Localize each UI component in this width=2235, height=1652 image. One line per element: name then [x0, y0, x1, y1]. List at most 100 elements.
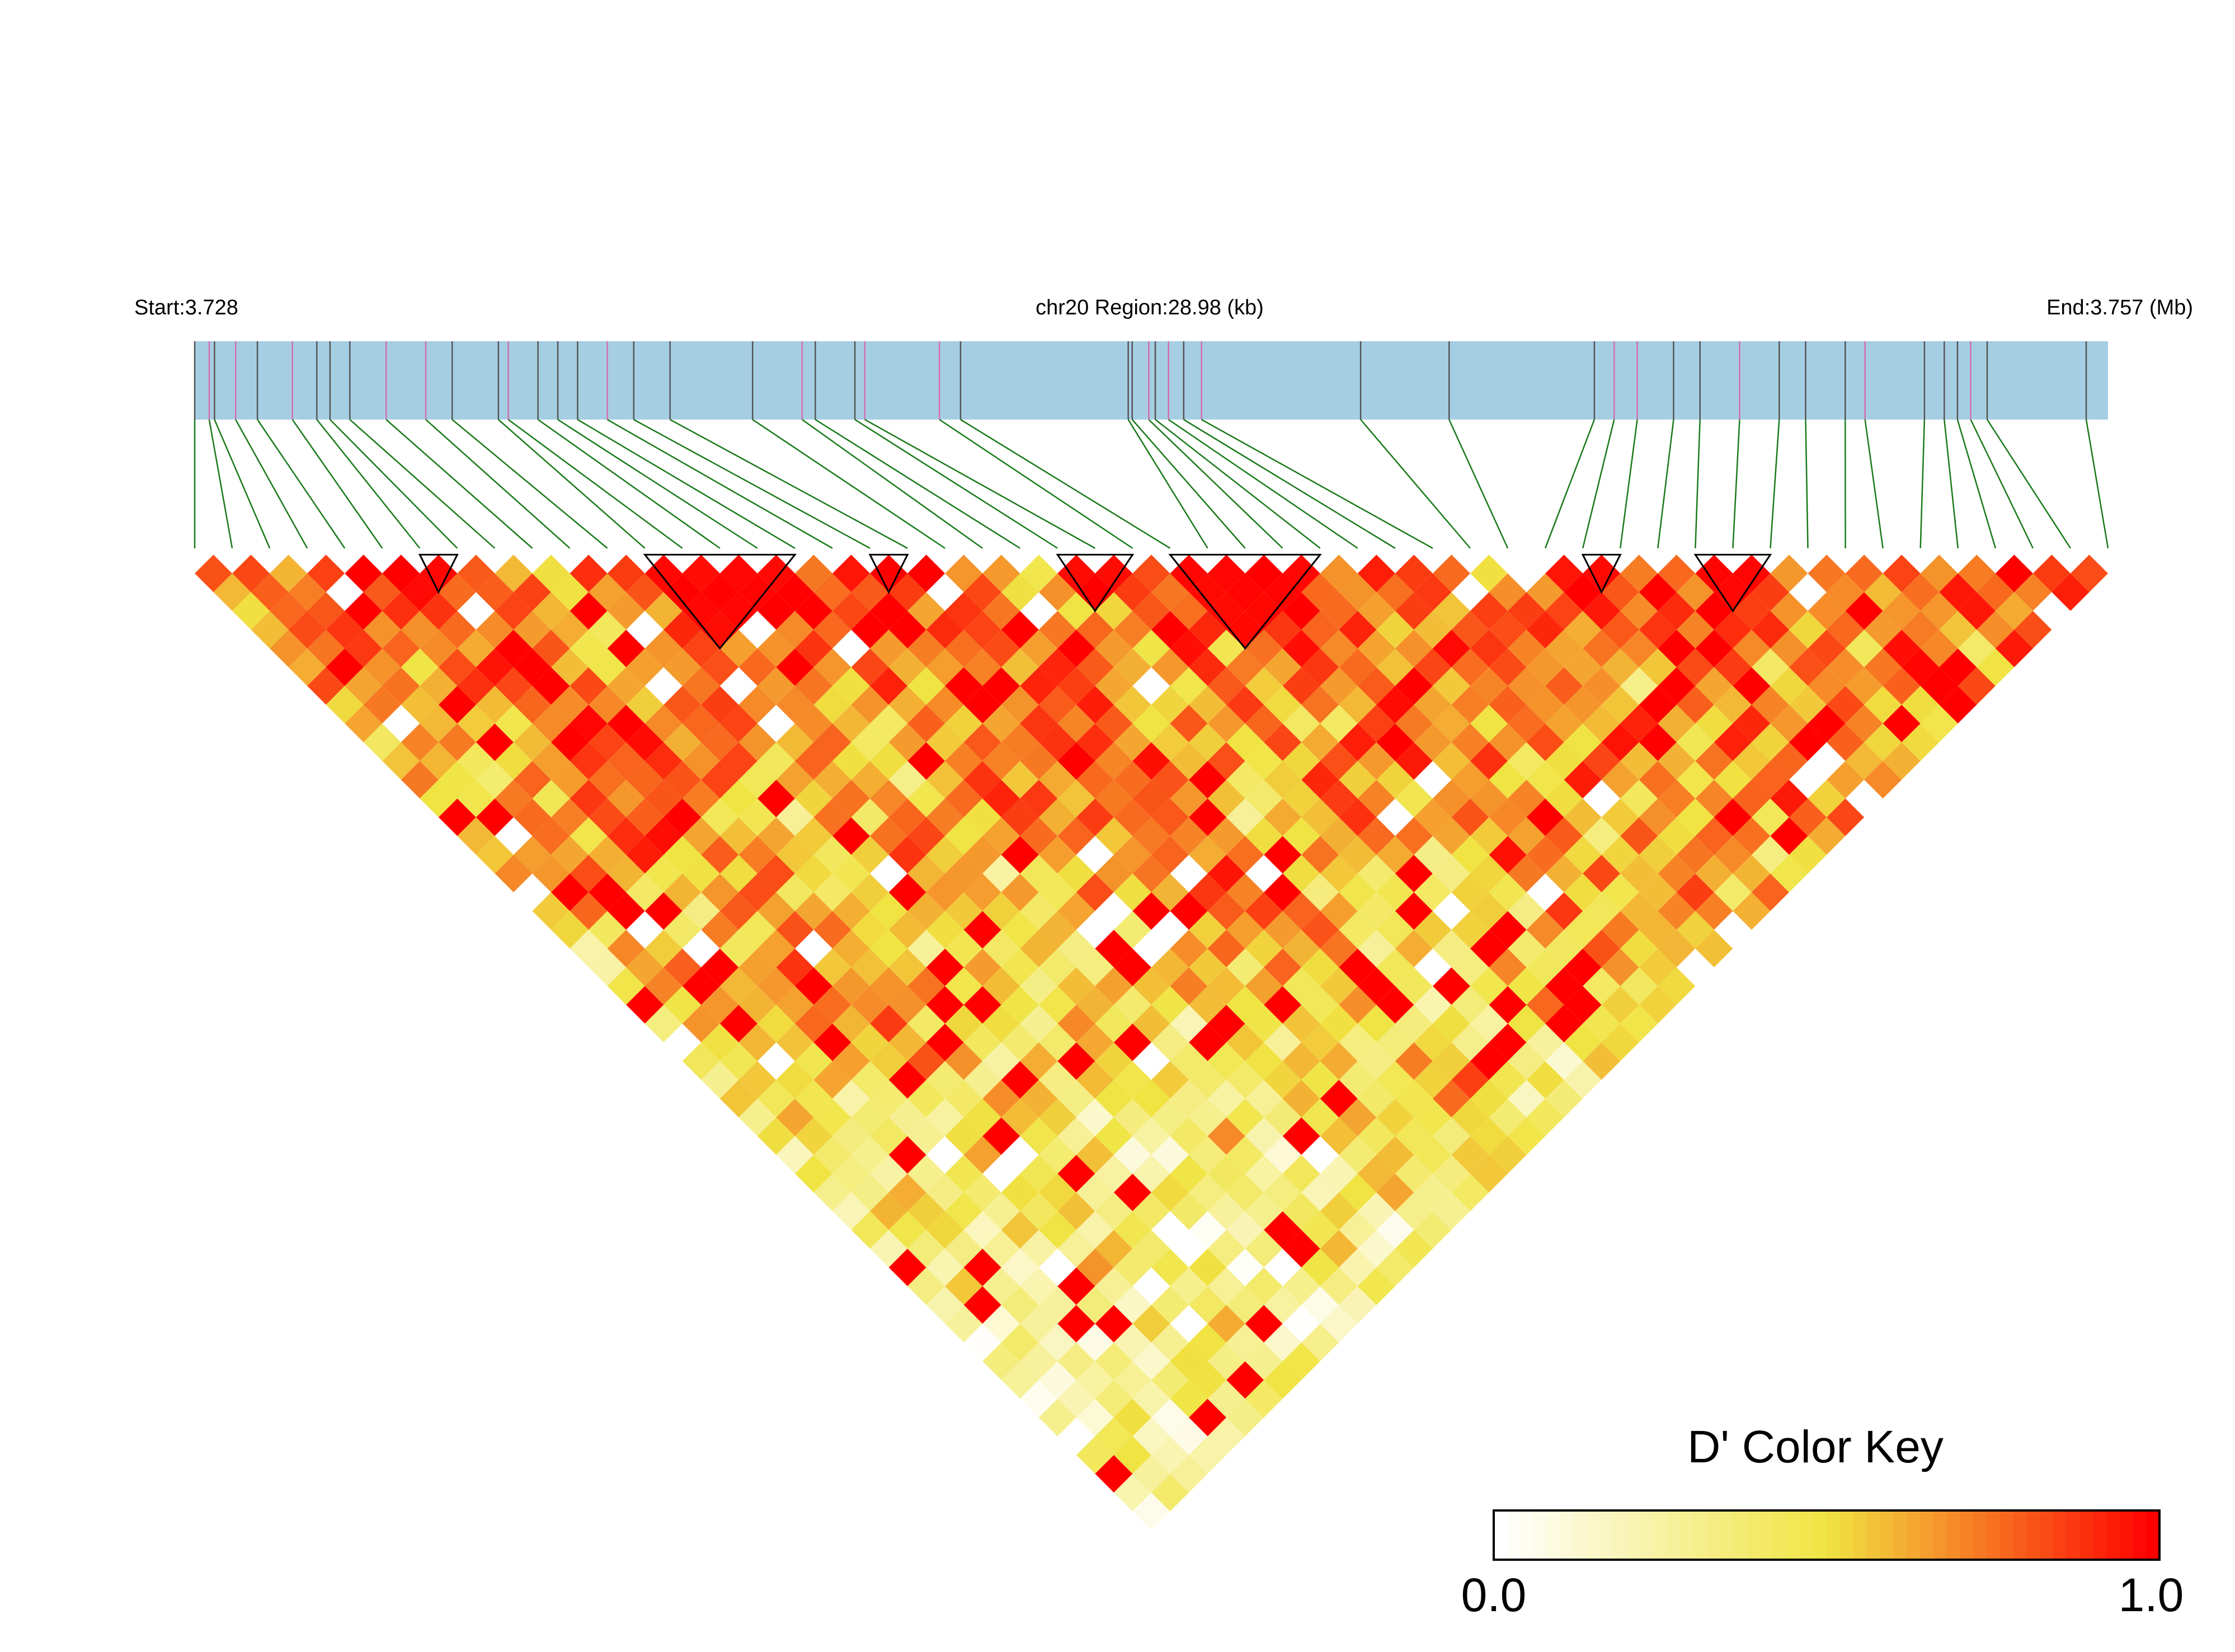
ld-cell-7-26	[757, 892, 795, 930]
ld-cell-6-50	[1189, 1361, 1227, 1399]
ld-cell-13-15	[664, 573, 702, 611]
ld-cell-13-24	[832, 742, 871, 780]
ld-cell-25-42	[1395, 854, 1433, 892]
ld-cell-38-49	[1770, 742, 1808, 780]
ld-cell-26-39	[1357, 779, 1395, 817]
color-key-step-20	[1747, 1510, 1761, 1560]
ld-cell-5-32	[832, 1042, 871, 1080]
ld-cell-42-43	[1733, 554, 1771, 592]
ld-cell-45-49	[1902, 611, 1940, 649]
ld-cell-26-32	[1226, 648, 1264, 686]
ld-cell-34-35	[1432, 554, 1470, 592]
ld-cell-14-25	[870, 742, 908, 780]
ld-cell-3-17	[514, 798, 552, 836]
snp-connector-10	[385, 419, 533, 549]
ld-cell-29-34	[1320, 629, 1358, 667]
ld-cell-19-35	[1151, 836, 1189, 874]
ld-cell-24-48	[1489, 986, 1527, 1024]
ld-cell-4-43	[1020, 1267, 1058, 1305]
ld-cell-7-8	[420, 554, 458, 592]
ld-cell-43-50	[1883, 667, 1921, 705]
ld-cell-31-48	[1620, 854, 1658, 892]
ld-cell-8-11	[495, 592, 533, 630]
ld-cell-46-49	[1920, 592, 1958, 630]
ld-cell-3-10	[382, 667, 420, 705]
ld-cell-29-50	[1620, 930, 1658, 968]
ld-cell-11-30	[907, 892, 945, 930]
ld-cell-3-45	[1038, 1324, 1076, 1362]
ld-cell-5-40	[982, 1192, 1020, 1230]
ld-cell-1-40	[907, 1267, 945, 1305]
ld-cell-46-47	[1883, 554, 1921, 592]
ld-cell-15-30	[982, 817, 1020, 855]
ld-cell-30-47	[1583, 854, 1621, 892]
ld-cell-36-41	[1583, 629, 1621, 667]
color-key-step-2	[1507, 1510, 1521, 1560]
snp-connector-48	[1944, 419, 1959, 549]
color-key-step-48	[2119, 1510, 2134, 1560]
snp-connector-34	[1201, 418, 1433, 549]
ld-cell-21-38	[1245, 854, 1283, 892]
ld-cell-46-52	[1977, 648, 2015, 686]
ld-cell-11-16	[644, 629, 683, 667]
ld-cell-25-28	[1132, 592, 1170, 630]
ld-cell-9-47	[1189, 1249, 1227, 1287]
ld-cell-16-39	[1170, 967, 1208, 1005]
ld-cell-9-11	[514, 573, 552, 611]
ld-cell-6-14	[514, 686, 552, 724]
ld-cell-23-31	[1151, 686, 1189, 724]
ld-cell-27-29	[1189, 573, 1227, 611]
ld-cell-2-50	[1113, 1436, 1151, 1474]
ld-cell-30-33	[1320, 592, 1358, 630]
ld-cell-25-50	[1545, 1005, 1583, 1043]
ld-cell-19-38	[1207, 892, 1245, 930]
ld-cell-11-22	[757, 742, 795, 780]
ld-cell-24-52	[1564, 1061, 1602, 1099]
ld-cell-15-41	[1189, 1023, 1227, 1061]
ld-cell-1-51	[1113, 1474, 1151, 1512]
ld-cell-3-18	[532, 817, 570, 855]
ld-cell-4-15	[495, 742, 533, 780]
snp-connector-9	[349, 419, 496, 549]
ld-cell-4-6	[326, 573, 364, 611]
ld-cell-29-48	[1583, 892, 1621, 930]
ld-cell-22-30	[1113, 686, 1151, 724]
ld-cell-9-33	[926, 986, 964, 1024]
ld-cell-3-46	[1057, 1342, 1095, 1380]
ld-cell-35-51	[1751, 836, 1789, 874]
ld-cell-3-51	[1151, 1436, 1189, 1474]
ld-cell-28-30	[1226, 573, 1264, 611]
ld-cell-11-51	[1301, 1286, 1339, 1324]
ld-cell-19-34	[1132, 817, 1170, 855]
ld-cell-7-11	[476, 611, 514, 649]
haplotype-block-1	[418, 553, 459, 594]
ld-cell-11-39	[1076, 1061, 1114, 1099]
ld-cell-20-28	[1038, 686, 1076, 724]
ld-cell-3-6	[307, 592, 345, 630]
ld-cell-1-3	[213, 573, 251, 611]
ld-cell-11-17	[664, 648, 702, 686]
ld-cell-33-42	[1545, 704, 1583, 742]
ld-cell-19-39	[1226, 911, 1264, 949]
ld-cell-8-50	[1226, 1324, 1264, 1362]
ld-cell-48-52	[2014, 611, 2052, 649]
ld-cell-6-10	[438, 611, 476, 649]
ld-cell-12-27	[870, 817, 908, 855]
ld-cell-13-31	[963, 873, 1001, 911]
ld-cell-9-41	[1076, 1136, 1114, 1174]
ld-cell-10-22	[738, 761, 777, 799]
ld-cell-38-44	[1676, 648, 1714, 686]
ld-cell-11-26	[832, 817, 871, 855]
color-key-step-49	[2133, 1510, 2147, 1560]
ld-cell-29-52	[1658, 967, 1696, 1005]
ld-cell-21-34	[1170, 779, 1208, 817]
ld-cell-37-52	[1808, 817, 1846, 855]
ld-cell-21-41	[1301, 911, 1339, 949]
ld-cell-5-52	[1207, 1417, 1245, 1455]
ld-cell-32-36	[1414, 611, 1452, 649]
ld-cell-8-22	[701, 798, 739, 836]
color-key-step-36	[1960, 1510, 1974, 1560]
ld-cell-13-39	[1113, 1023, 1151, 1061]
snp-connector-3	[214, 419, 271, 549]
